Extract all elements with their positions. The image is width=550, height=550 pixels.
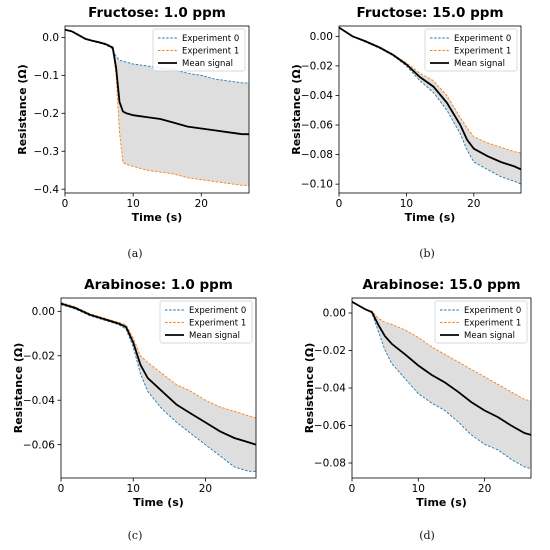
axes-frame xyxy=(60,297,257,479)
axes-frame xyxy=(64,25,250,194)
x-tick-label: 20 xyxy=(195,198,208,210)
series-line-0 xyxy=(61,304,256,472)
legend-box xyxy=(152,28,246,72)
chart-title: Arabinose: 1.0 ppm xyxy=(84,277,233,293)
chart-panel-2: 0 10 20 0.00 −0.02 −0.04 −0.06 Arabinose: 1.0 p… xyxy=(12,277,257,509)
y-axis-label: Resistance (Ω) xyxy=(303,343,316,434)
legend-box xyxy=(434,300,528,344)
series-line-2 xyxy=(352,301,531,436)
plot-area xyxy=(61,301,256,472)
y-tick-label: 0.00 xyxy=(310,31,333,43)
x-tick-label: 0 xyxy=(349,483,356,495)
legend-label: Experiment 1 xyxy=(464,319,521,329)
y-tick-label: −0.02 xyxy=(301,61,333,73)
y-tick-label: −0.2 xyxy=(34,108,60,120)
y-axis-label: Resistance (Ω) xyxy=(16,64,29,155)
legend-label: Experiment 0 xyxy=(182,34,239,44)
x-tick-label: 20 xyxy=(199,483,212,495)
chart-panel-3: 0 10 20 0.00 −0.02 −0.04 −0.06 −0.08 Arabinose: … xyxy=(303,277,532,509)
x-tick-label: 0 xyxy=(336,198,343,210)
chart-panel-1: 0 10 20 0.00 −0.02 −0.04 −0.06 −0.08 −0.10 Fructo… xyxy=(290,5,522,224)
chart-title: Arabinose: 15.0 ppm xyxy=(362,277,520,293)
x-tick-label: 10 xyxy=(127,483,140,495)
y-tick-label: −0.08 xyxy=(301,149,333,161)
y-tick-label: −0.04 xyxy=(23,395,55,407)
legend: Experiment 0 Experiment 1 Mean signal xyxy=(434,300,528,344)
legend-label: Mean signal xyxy=(464,331,515,341)
y-tick-label: 0.0 xyxy=(42,32,59,44)
x-axis-label: Time (s) xyxy=(132,211,183,224)
series-line-1 xyxy=(61,301,256,419)
y-tick-label: −0.06 xyxy=(314,420,346,432)
x-tick-label: 0 xyxy=(62,198,69,210)
legend-label: Mean signal xyxy=(182,59,233,69)
x-tick-label: 20 xyxy=(467,198,480,210)
x-tick-label: 10 xyxy=(126,198,139,210)
confidence-band xyxy=(339,27,521,185)
x-tick-label: 0 xyxy=(58,483,65,495)
legend-box xyxy=(424,28,518,72)
confidence-band xyxy=(65,29,249,186)
y-axis-label: Resistance (Ω) xyxy=(290,64,303,155)
legend: Experiment 0 Experiment 1 Mean signal xyxy=(159,300,253,344)
legend-label: Experiment 0 xyxy=(189,306,246,316)
y-tick-label: −0.02 xyxy=(23,350,55,362)
y-tick-label: −0.1 xyxy=(34,70,60,82)
series-line-2 xyxy=(339,26,521,171)
y-tick-label: −0.06 xyxy=(301,120,333,132)
legend-label: Experiment 0 xyxy=(454,34,511,44)
legend-label: Experiment 1 xyxy=(454,47,511,57)
y-tick-label: −0.4 xyxy=(34,184,60,196)
chart-title: Fructose: 1.0 ppm xyxy=(88,5,226,21)
legend-label: Experiment 1 xyxy=(189,319,246,329)
caption-c: (c) xyxy=(127,529,143,542)
y-tick-label: −0.08 xyxy=(314,458,346,470)
chart-title: Fructose: 15.0 ppm xyxy=(356,5,503,21)
legend-label: Experiment 0 xyxy=(464,306,521,316)
chart-panel-0: 0 10 20 0.0 −0.1 −0.2 −0.3 −0.4 Fructose: 1.0 pp… xyxy=(16,5,250,224)
x-tick-label: 20 xyxy=(478,483,491,495)
caption-d: (d) xyxy=(419,529,435,542)
plot-area xyxy=(339,26,521,185)
caption-b: (b) xyxy=(419,247,435,260)
x-tick-label: 10 xyxy=(400,198,413,210)
legend-label: Experiment 1 xyxy=(182,47,239,57)
y-tick-label: −0.04 xyxy=(301,90,333,102)
series-line-2 xyxy=(61,302,256,446)
y-tick-label: 0.00 xyxy=(323,308,346,320)
y-tick-label: −0.10 xyxy=(301,179,333,191)
series-line-2 xyxy=(65,28,249,136)
y-axis-label: Resistance (Ω) xyxy=(12,343,25,434)
x-tick-label: 10 xyxy=(412,483,425,495)
x-axis-label: Time (s) xyxy=(133,496,184,509)
legend: Experiment 0 Experiment 1 Mean signal xyxy=(424,28,518,72)
plot-area xyxy=(65,28,249,186)
confidence-band xyxy=(352,301,531,469)
y-tick-label: −0.3 xyxy=(34,146,60,158)
x-axis-label: Time (s) xyxy=(405,211,456,224)
x-axis-label: Time (s) xyxy=(416,496,467,509)
y-tick-label: 0.00 xyxy=(32,306,55,318)
legend-box xyxy=(159,300,253,344)
legend-label: Mean signal xyxy=(189,331,240,341)
plot-area xyxy=(352,301,531,470)
caption-a: (a) xyxy=(127,247,143,260)
y-tick-label: −0.06 xyxy=(23,439,55,451)
y-tick-label: −0.02 xyxy=(314,345,346,357)
legend: Experiment 0 Experiment 1 Mean signal xyxy=(152,28,246,72)
y-tick-label: −0.04 xyxy=(314,383,346,395)
legend-label: Mean signal xyxy=(454,59,505,69)
axes-frame xyxy=(338,25,522,194)
